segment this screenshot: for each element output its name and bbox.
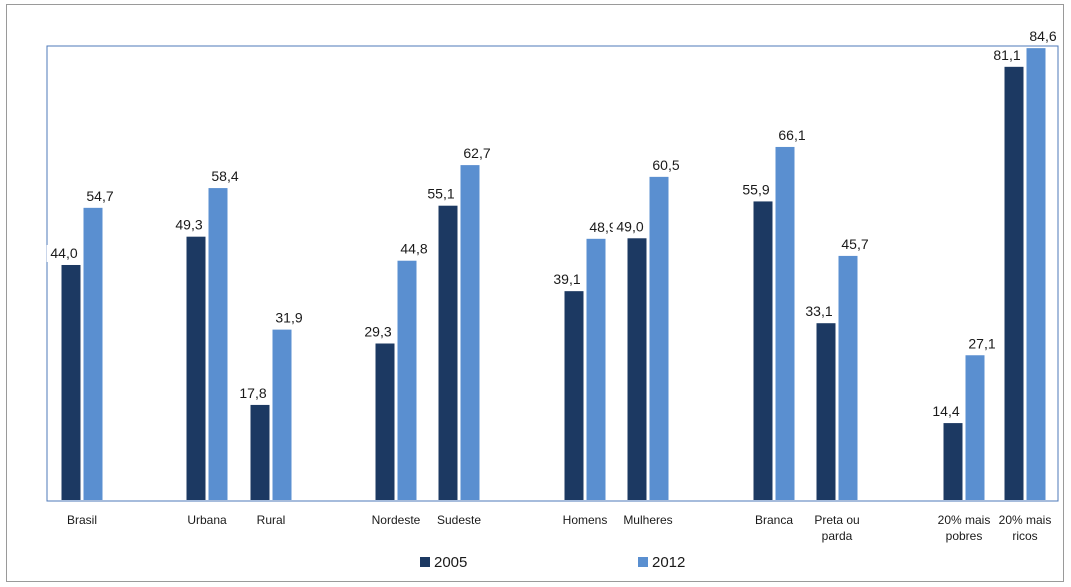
data-label-bg <box>648 156 684 174</box>
category-label-20pct-mais-pobres: pobres <box>946 529 983 543</box>
bar-rural-2012 <box>272 329 292 500</box>
category-label-homens: Homens <box>563 513 608 527</box>
data-label-bg <box>235 384 271 402</box>
bar-brasil-2005 <box>61 264 81 500</box>
bar-urbana-2005 <box>186 236 206 500</box>
data-label-20pct-mais-pobres-2012: 27,1 <box>968 335 995 351</box>
bar-sudeste-2012 <box>460 165 480 501</box>
bar-homens-2005 <box>564 291 584 500</box>
data-label-bg <box>360 323 396 341</box>
data-label-bg <box>964 335 1000 353</box>
category-label-mulheres: Mulheres <box>623 513 672 527</box>
category-label-nordeste: Nordeste <box>372 513 421 527</box>
data-label-bg <box>271 309 307 327</box>
bar-mulheres-2005 <box>627 238 647 500</box>
bar-homens-2012 <box>586 238 606 500</box>
bar-urbana-2012 <box>208 188 228 500</box>
category-label-rural: Rural <box>257 513 286 527</box>
chart-frame <box>6 4 1064 582</box>
bar-20pct-mais-ricos-2012 <box>1026 48 1046 500</box>
category-label-branca: Branca <box>755 513 793 527</box>
data-label-bg <box>459 145 495 163</box>
bar-brasil-2012 <box>83 207 103 500</box>
bar-20pct-mais-pobres-2005 <box>943 423 963 500</box>
bar-branca-2005 <box>753 201 773 501</box>
data-label-urbana-2012: 58,4 <box>211 168 238 184</box>
data-label-brasil-2012: 54,7 <box>86 188 113 204</box>
data-label-mulheres-2012: 60,5 <box>652 157 679 173</box>
data-label-bg <box>1025 28 1061 46</box>
data-label-homens-2005: 39,1 <box>553 271 580 287</box>
data-label-bg <box>396 240 432 258</box>
data-label-bg <box>82 187 118 205</box>
bar-mulheres-2012 <box>649 176 669 500</box>
data-label-bg <box>612 218 648 236</box>
data-label-bg <box>738 181 774 199</box>
data-label-bg <box>774 126 810 144</box>
data-label-bg <box>171 216 207 234</box>
data-label-bg <box>207 168 243 186</box>
bar-20pct-mais-ricos-2005 <box>1004 66 1024 500</box>
legend-swatch-2005 <box>420 557 430 567</box>
data-label-bg <box>585 218 621 236</box>
bar-preta-ou-parda-2012 <box>838 255 858 500</box>
category-labels: Brasil Urbana Rural Nordeste Sudeste Homens Mu… <box>67 513 1051 543</box>
plot-area <box>46 45 1059 502</box>
data-label-branca-2012: 66,1 <box>778 127 805 143</box>
bars-layer: 44,0 54,7 49,3 58,4 17,8 31,9 29,3 44,8 55,1 62,7… <box>46 28 1061 501</box>
bar-branca-2012 <box>775 146 795 500</box>
bar-20pct-mais-pobres-2012 <box>965 355 985 500</box>
legend: 2005 2012 <box>420 554 685 571</box>
data-label-nordeste-2005: 29,3 <box>364 324 391 340</box>
data-label-branca-2005: 55,9 <box>742 181 769 197</box>
bar-nordeste-2005 <box>375 343 395 500</box>
data-label-preta-ou-parda-2012: 45,7 <box>841 236 868 252</box>
data-label-preta-ou-parda-2005: 33,1 <box>805 303 832 319</box>
data-label-sudeste-2005: 55,1 <box>427 186 454 202</box>
data-label-20pct-mais-pobres-2005: 14,4 <box>932 403 959 419</box>
data-label-nordeste-2012: 44,8 <box>400 241 427 257</box>
data-label-mulheres-2005: 49,0 <box>616 218 643 234</box>
data-label-bg <box>837 235 873 253</box>
data-label-rural-2005: 17,8 <box>239 385 266 401</box>
category-label-sudeste: Sudeste <box>437 513 481 527</box>
category-label-preta-ou-parda: Preta ou <box>814 513 859 527</box>
data-label-bg <box>801 303 837 321</box>
category-label-20pct-mais-pobres: 20% mais <box>938 513 991 527</box>
bar-rural-2005 <box>250 404 270 500</box>
data-label-bg <box>423 185 459 203</box>
data-label-sudeste-2012: 62,7 <box>463 145 490 161</box>
data-label-bg <box>549 271 585 289</box>
legend-label-2012: 2012 <box>652 554 685 571</box>
data-label-homens-2012: 48,9 <box>589 219 616 235</box>
data-label-brasil-2005: 44,0 <box>50 245 77 261</box>
category-label-brasil: Brasil <box>67 513 97 527</box>
data-label-urbana-2005: 49,3 <box>175 217 202 233</box>
data-label-bg <box>46 244 82 262</box>
bar-nordeste-2012 <box>397 260 417 500</box>
legend-swatch-2012 <box>638 557 648 567</box>
data-label-rural-2012: 31,9 <box>275 310 302 326</box>
data-label-bg <box>989 46 1025 64</box>
data-label-20pct-mais-ricos-2005: 81,1 <box>993 47 1020 63</box>
bar-preta-ou-parda-2005 <box>816 323 836 500</box>
category-label-20pct-mais-ricos: 20% mais <box>999 513 1052 527</box>
category-label-preta-ou-parda: parda <box>822 529 853 543</box>
data-label-bg <box>928 403 964 421</box>
legend-label-2005: 2005 <box>434 554 467 571</box>
bar-sudeste-2005 <box>438 205 458 500</box>
category-label-20pct-mais-ricos: ricos <box>1012 529 1037 543</box>
category-label-urbana: Urbana <box>187 513 227 527</box>
data-label-20pct-mais-ricos-2012: 84,6 <box>1029 28 1056 44</box>
